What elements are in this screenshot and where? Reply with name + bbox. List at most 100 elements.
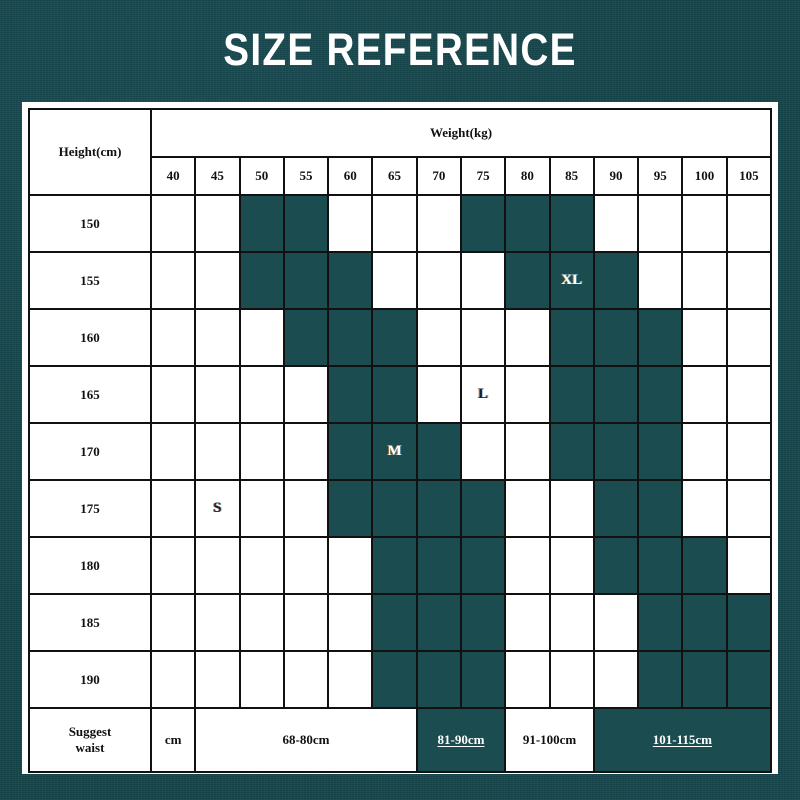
suggest-waist-label: Suggest waist	[28, 707, 152, 773]
suggest-waist-row: Suggest waist cm 68-80cm 81-90cm 91-100cm 101-…	[28, 707, 773, 773]
size-label: M	[387, 443, 402, 459]
size-cell	[327, 365, 374, 424]
size-cell	[238, 650, 285, 709]
height-row-label: 165	[28, 365, 152, 424]
height-row-label: 170	[28, 422, 152, 481]
size-cell	[459, 479, 507, 538]
size-cell	[194, 251, 241, 310]
weight-column-header: 90	[592, 156, 640, 196]
size-cell	[725, 365, 773, 424]
weight-column-header: 100	[681, 156, 728, 196]
size-cell	[371, 251, 418, 310]
size-cell	[282, 479, 330, 538]
table-row: 190	[28, 650, 773, 709]
size-label: L	[478, 386, 489, 402]
table-row: 175 S	[28, 479, 773, 538]
size-cell	[592, 422, 640, 481]
page-title: SIZE REFERENCE	[223, 24, 577, 75]
size-cell	[725, 650, 773, 709]
size-cell	[504, 194, 551, 253]
size-cell	[637, 194, 684, 253]
size-label: XL	[561, 272, 583, 288]
size-cell	[282, 650, 330, 709]
table-row: 160	[28, 308, 773, 367]
size-cell	[725, 194, 773, 253]
size-cell	[681, 365, 728, 424]
size-cell	[592, 536, 640, 595]
size-cell	[238, 536, 285, 595]
size-cell	[415, 536, 462, 595]
height-row-label: 155	[28, 251, 152, 310]
size-cell	[459, 593, 507, 652]
size-cell	[592, 650, 640, 709]
size-cell	[327, 308, 374, 367]
size-cell	[681, 194, 728, 253]
size-cell	[459, 251, 507, 310]
table-header: Height(cm) Weight(kg) 40 45 50 55 60 65 70 75 80…	[28, 108, 773, 196]
size-cell	[504, 650, 551, 709]
table-row: 170 M	[28, 422, 773, 481]
weight-column-header: 45	[194, 156, 241, 196]
table-row: 165 L	[28, 365, 773, 424]
size-cell	[637, 251, 684, 310]
size-cell	[459, 194, 507, 253]
size-cell: XL	[548, 251, 595, 310]
size-cell	[194, 365, 241, 424]
size-cell	[149, 593, 197, 652]
size-cell	[681, 422, 728, 481]
size-cell: S	[194, 479, 241, 538]
size-cell	[282, 251, 330, 310]
size-cell	[504, 251, 551, 310]
waist-range-cell: 101-115cm	[592, 707, 773, 773]
size-cell	[238, 593, 285, 652]
size-cell	[238, 365, 285, 424]
size-cell	[548, 308, 595, 367]
size-cell	[504, 593, 551, 652]
waist-range-text: 91-100cm	[522, 732, 577, 747]
size-cell	[371, 479, 418, 538]
size-cell	[415, 479, 462, 538]
waist-range-text: 101-115cm	[652, 732, 713, 747]
size-cell	[637, 593, 684, 652]
table-row: 185	[28, 593, 773, 652]
size-cell	[592, 365, 640, 424]
size-cell	[327, 194, 374, 253]
size-cell	[194, 308, 241, 367]
size-cell	[548, 650, 595, 709]
size-cell	[282, 536, 330, 595]
size-cell	[194, 650, 241, 709]
height-row-label: 160	[28, 308, 152, 367]
size-cell	[327, 251, 374, 310]
size-cell	[238, 422, 285, 481]
waist-range-text: 81-90cm	[437, 732, 485, 747]
size-cell	[592, 308, 640, 367]
size-reference-table: Height(cm) Weight(kg) 40 45 50 55 60 65 70 75 80…	[28, 108, 773, 773]
waist-range-cell: 68-80cm	[194, 707, 418, 773]
size-cell	[548, 479, 595, 538]
weight-column-header: 85	[548, 156, 595, 196]
waist-range-text: 68-80cm	[282, 732, 330, 747]
size-cell	[415, 593, 462, 652]
size-cell	[725, 593, 773, 652]
height-row-label: 150	[28, 194, 152, 253]
size-cell	[548, 593, 595, 652]
size-cell	[371, 536, 418, 595]
size-cell	[194, 536, 241, 595]
size-cell	[371, 593, 418, 652]
weight-column-header: 75	[459, 156, 507, 196]
size-cell	[371, 365, 418, 424]
size-cell: L	[459, 365, 507, 424]
size-cell	[415, 422, 462, 481]
size-cell	[548, 365, 595, 424]
weight-column-header: 80	[504, 156, 551, 196]
size-cell	[415, 308, 462, 367]
size-cell	[681, 593, 728, 652]
weight-column-header: 95	[637, 156, 684, 196]
size-cell	[637, 479, 684, 538]
size-cell	[681, 650, 728, 709]
weight-column-header: 40	[149, 156, 197, 196]
size-cell	[592, 251, 640, 310]
size-cell	[415, 365, 462, 424]
size-cell	[637, 365, 684, 424]
